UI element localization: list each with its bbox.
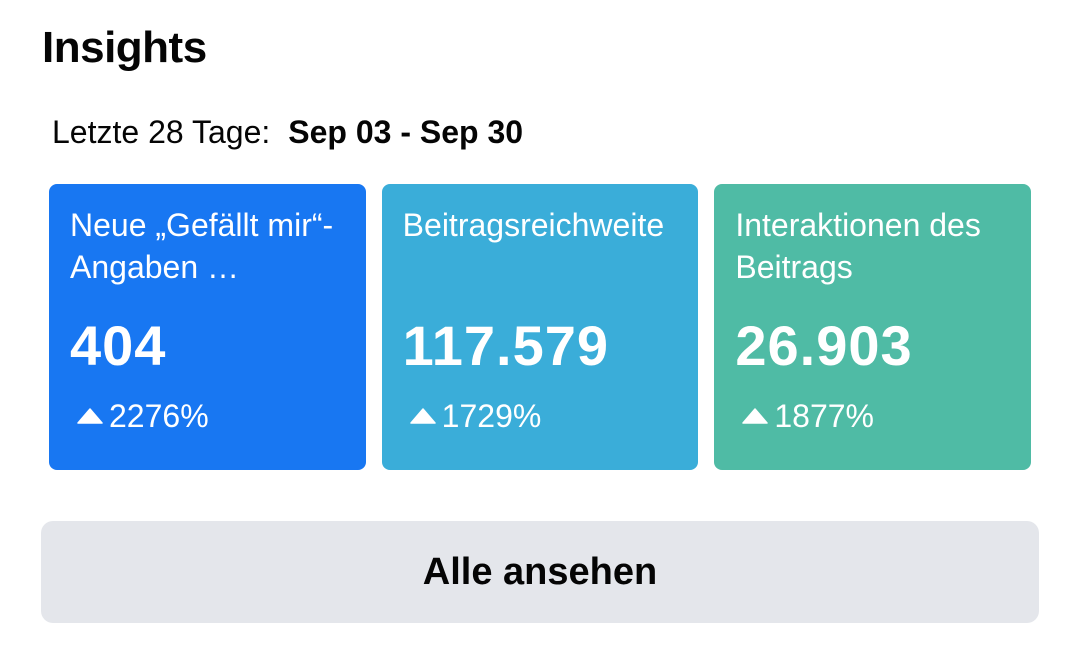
- triangle-up-icon: [77, 408, 103, 424]
- card-value: 117.579: [402, 314, 610, 377]
- page-title: Insights: [42, 23, 207, 72]
- card-change-value: 1729%: [441, 398, 542, 434]
- card-label: Interaktionen des Beitrags: [735, 207, 981, 285]
- card-value: 26.903: [735, 314, 913, 377]
- see-all-button[interactable]: Alle ansehen: [41, 521, 1039, 623]
- insights-cards: Neue „Gefällt mir“-Angaben … 404 2276% B…: [49, 184, 1032, 470]
- card-post-reach[interactable]: Beitragsreichweite 117.579 1729%: [381, 184, 699, 470]
- card-post-engagement[interactable]: Interaktionen des Beitrags 26.903 1877%: [714, 184, 1032, 470]
- card-label: Beitragsreichweite: [402, 207, 665, 243]
- card-new-likes[interactable]: Neue „Gefällt mir“-Angaben … 404 2276%: [49, 184, 366, 470]
- triangle-up-icon: [409, 408, 436, 424]
- date-range-value: Sep 03 - Sep 30: [288, 114, 524, 150]
- card-change: 1729%: [403, 398, 679, 434]
- card-change-value: 2276%: [109, 398, 209, 434]
- card-label: Neue „Gefällt mir“-Angaben …: [70, 207, 334, 285]
- date-range-label: Letzte 28 Tage:: [52, 114, 271, 150]
- card-value: 404: [70, 314, 167, 377]
- card-change: 1877%: [735, 398, 1011, 434]
- card-change: 2276%: [70, 398, 346, 434]
- date-range: Letzte 28 Tage: Sep 03 - Sep 30: [52, 110, 523, 154]
- triangle-up-icon: [742, 408, 769, 424]
- card-change-value: 1877%: [774, 398, 874, 434]
